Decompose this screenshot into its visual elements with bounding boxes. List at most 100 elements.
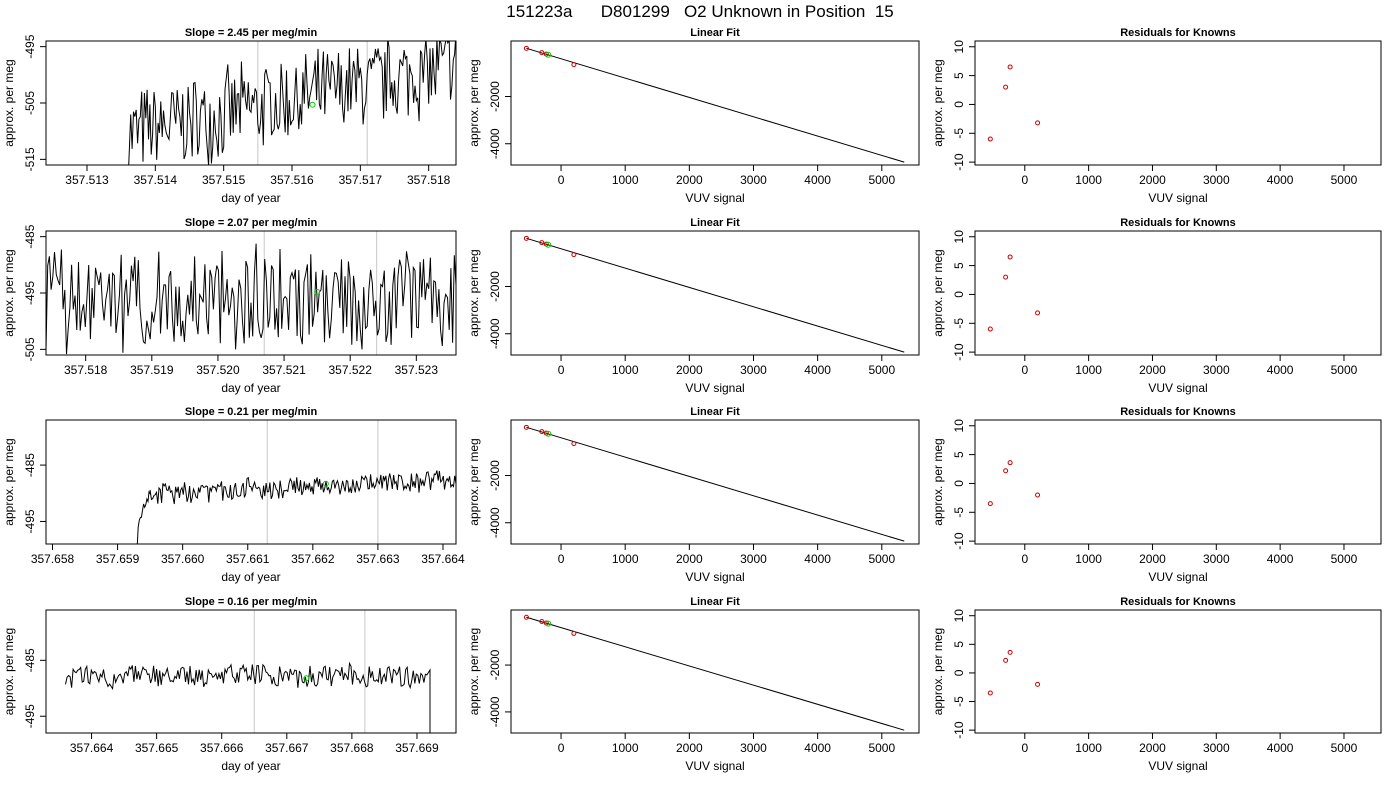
- residual-point: [987, 136, 993, 142]
- timeseries-line: [46, 243, 456, 355]
- residual-ytick-label: 10: [952, 609, 966, 623]
- unknown-marker: [322, 480, 329, 487]
- fit-xtick-label: 2000: [676, 552, 703, 566]
- residual-ytick-label: -5: [952, 128, 966, 139]
- timeseries-xlabel: day of year: [221, 759, 280, 773]
- known-point: [571, 62, 577, 68]
- residual-xtick-label: 0: [1021, 552, 1028, 566]
- residual-xlabel: VUV signal: [1148, 759, 1207, 773]
- timeseries-panel-2: Slope = 2.07 per meg/min day of year appro…: [2, 217, 457, 395]
- residual-ylabel: approx. per meg: [931, 249, 945, 336]
- known-point: [571, 252, 577, 258]
- timeseries-xtick-label: 357.520: [196, 363, 240, 377]
- residual-point: [1007, 64, 1013, 70]
- timeseries-ytick-label: -485: [23, 224, 37, 248]
- timeseries-title: Slope = 2.07 per meg/min: [185, 217, 318, 229]
- timeseries-xtick-label: 357.523: [395, 363, 439, 377]
- residual-xtick-label: 1000: [1075, 363, 1102, 377]
- unknown-point: [545, 620, 552, 627]
- residual-xtick-label: 1000: [1075, 552, 1102, 566]
- timeseries-xlabel: day of year: [221, 381, 280, 395]
- unknown-marker: [309, 101, 316, 108]
- timeseries-xtick-label: 357.517: [339, 173, 383, 187]
- residual-ytick-label: 5: [952, 72, 966, 79]
- plot-frame: [974, 40, 1382, 166]
- timeseries-xtick-label: 357.669: [395, 741, 439, 755]
- fit-title: Linear Fit: [690, 596, 740, 608]
- residual-xtick-label: 4000: [1267, 552, 1294, 566]
- timeseries-ytick-label: -495: [23, 704, 37, 728]
- residual-xtick-label: 0: [1021, 363, 1028, 377]
- timeseries-xtick-label: 357.658: [31, 552, 75, 566]
- fit-xtick-label: 4000: [804, 363, 831, 377]
- residual-ytick-label: -10: [952, 532, 966, 550]
- residual-xtick-label: 2000: [1139, 741, 1166, 755]
- known-point: [539, 429, 545, 435]
- residual-xtick-label: 2000: [1139, 552, 1166, 566]
- plot-frame: [45, 609, 457, 734]
- plot-area: [523, 45, 905, 163]
- plot-frame: [974, 230, 1382, 356]
- timeseries-xtick-label: 357.513: [65, 173, 109, 187]
- residual-ytick-label: 10: [952, 230, 966, 244]
- residual-ytick-label: 0: [952, 480, 966, 487]
- plot-frame: [974, 419, 1382, 545]
- fit-panel-3: Linear Fit VUV signal approx. per meg 0 1000…: [467, 406, 920, 584]
- fit-ylabel: approx. per meg: [467, 628, 481, 715]
- fit-xlabel: VUV signal: [685, 759, 744, 773]
- timeseries-xtick-label: 357.522: [328, 363, 372, 377]
- residual-ytick-label: -10: [952, 343, 966, 361]
- residual-point: [987, 690, 993, 696]
- timeseries-xtick-label: 357.514: [134, 173, 178, 187]
- fit-xtick-label: 4000: [804, 173, 831, 187]
- plot-frame: [510, 609, 920, 734]
- timeseries-xtick-label: 357.516: [270, 173, 314, 187]
- residual-ytick-label: 5: [952, 262, 966, 269]
- fit-xtick-label: 0: [558, 552, 565, 566]
- plot-frame: [45, 419, 457, 545]
- fit-xtick-label: 5000: [868, 173, 895, 187]
- fit-title: Linear Fit: [690, 406, 740, 418]
- timeseries-xtick-label: 357.667: [265, 741, 309, 755]
- fit-ytick-label: -2000: [488, 81, 502, 112]
- timeseries-xtick-label: 357.521: [262, 363, 306, 377]
- fit-line: [526, 47, 905, 163]
- residual-point: [1035, 310, 1041, 316]
- residual-title: Residuals for Knowns: [1120, 596, 1236, 608]
- fit-ylabel: approx. per meg: [467, 438, 481, 525]
- timeseries-xtick-label: 357.515: [202, 173, 246, 187]
- fit-line: [526, 237, 905, 353]
- fit-xtick-label: 2000: [676, 173, 703, 187]
- fit-xtick-label: 4000: [804, 552, 831, 566]
- residual-point: [1007, 460, 1013, 466]
- residual-point: [1003, 657, 1009, 663]
- unknown-point: [545, 430, 552, 437]
- fit-ytick-label: -4000: [488, 507, 502, 538]
- timeseries-ytick-label: -495: [23, 281, 37, 305]
- residual-xtick-label: 3000: [1203, 741, 1230, 755]
- fit-xtick-label: 3000: [740, 552, 767, 566]
- residual-point: [1035, 492, 1041, 498]
- fit-xtick-label: 3000: [740, 363, 767, 377]
- residual-ylabel: approx. per meg: [931, 438, 945, 525]
- plot-area: [523, 424, 905, 542]
- residual-ytick-label: 0: [952, 291, 966, 298]
- timeseries-ylabel: approx. per meg: [2, 249, 16, 336]
- timeseries-ytick-label: -505: [23, 91, 37, 115]
- unknown-point: [545, 51, 552, 58]
- fit-xtick-label: 1000: [612, 552, 639, 566]
- timeseries-ylabel: approx. per meg: [2, 59, 16, 146]
- fit-xtick-label: 1000: [612, 363, 639, 377]
- fit-ylabel: approx. per meg: [467, 249, 481, 336]
- residual-xtick-label: 4000: [1267, 741, 1294, 755]
- fit-title: Linear Fit: [690, 27, 740, 39]
- residual-panel-1: Residuals for Knowns VUV signal approx. pe…: [931, 27, 1382, 205]
- fit-ytick-label: -2000: [488, 460, 502, 491]
- timeseries-panel-4: Slope = 0.16 per meg/min day of year appro…: [2, 596, 457, 773]
- residual-ytick-label: -10: [952, 721, 966, 739]
- plot-frame: [510, 40, 920, 166]
- timeseries-xtick-label: 357.666: [200, 741, 244, 755]
- residual-xtick-label: 0: [1021, 173, 1028, 187]
- residual-xtick-label: 5000: [1331, 363, 1358, 377]
- timeseries-xtick-label: 357.661: [226, 552, 270, 566]
